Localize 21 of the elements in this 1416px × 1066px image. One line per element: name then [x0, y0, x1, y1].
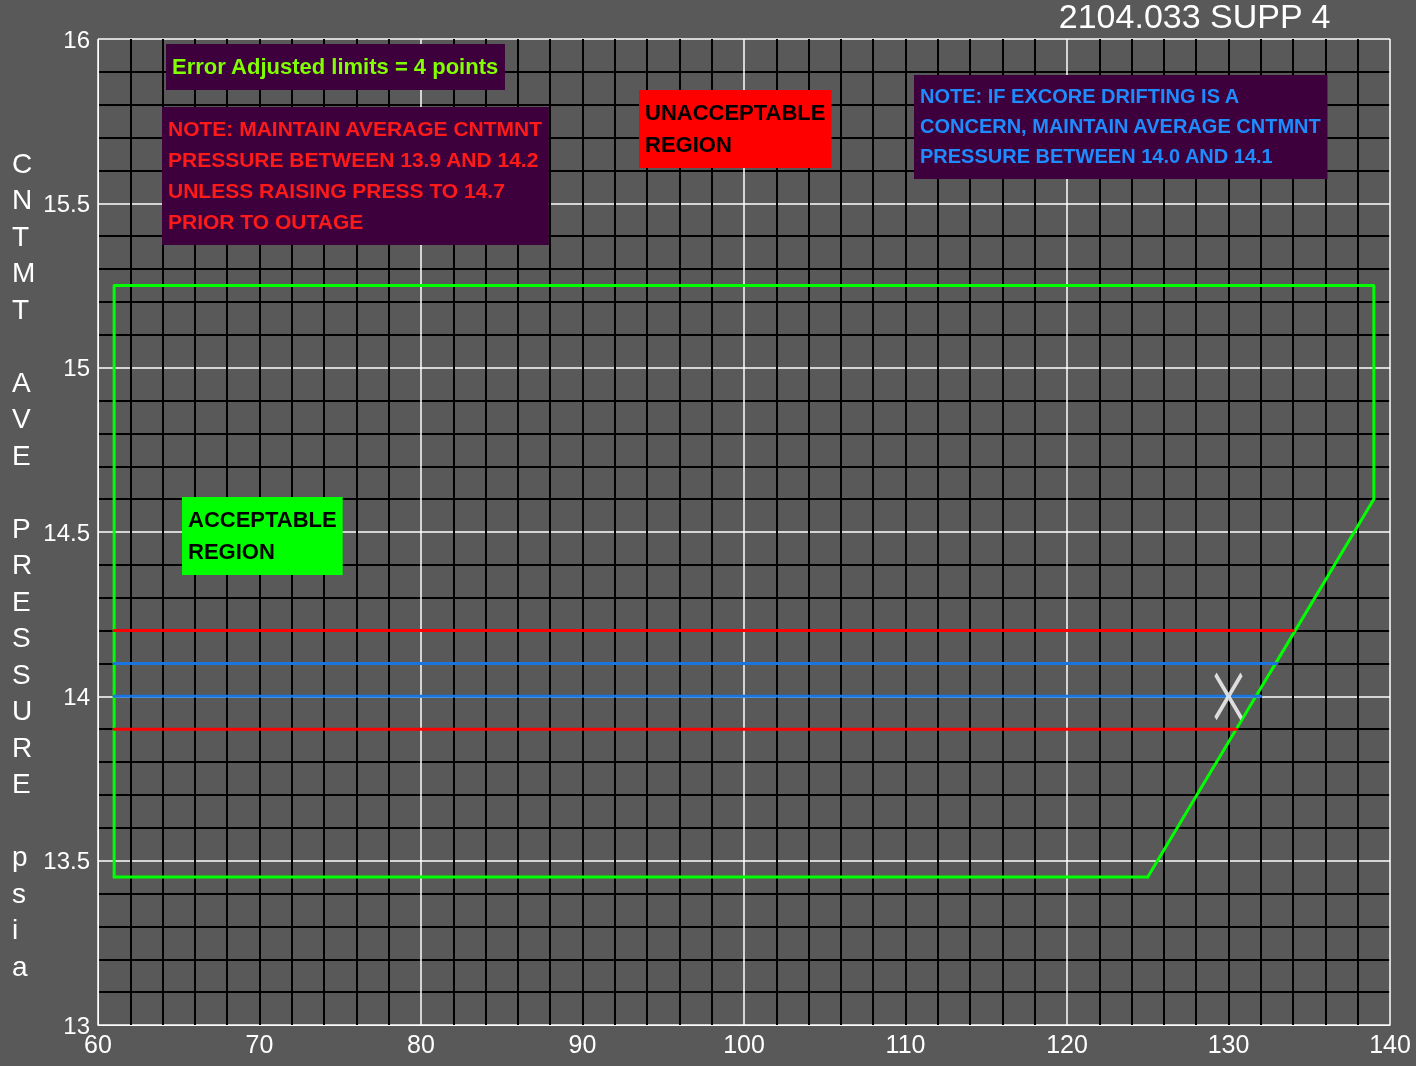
x-tick-label: 70 — [245, 1029, 274, 1058]
annotation: Error Adjusted limits = 4 points — [172, 53, 499, 79]
y-tick-label: 13.5 — [43, 847, 90, 875]
x-tick-label: 100 — [723, 1029, 765, 1058]
x-tick-label: 80 — [407, 1029, 435, 1058]
y-tick-label: 14.5 — [43, 518, 90, 546]
y-tick-label: 15.5 — [43, 189, 90, 217]
y-tick-label: 15 — [63, 354, 90, 382]
chart-title: 2104.033 SUPP 4 — [1058, 0, 1331, 35]
x-tick-label: 130 — [1207, 1029, 1250, 1058]
annotation: UNACCEPTABLE REGION — [645, 99, 826, 157]
annotation: NOTE: IF EXCORE DRIFTING IS A CONCERN, MAINTAIN AVERAGE CNTMNT PRESSURE BETWEEN 14.0 AND 14.1 — [920, 85, 1321, 167]
x-tick-label: 90 — [568, 1029, 597, 1058]
x-tick-label: 110 — [885, 1029, 926, 1058]
annotation: ACCEPTABLE REGION — [188, 506, 337, 564]
x-tick-label: 120 — [1046, 1029, 1088, 1058]
y-tick-label: 14 — [63, 682, 90, 710]
x-tick-label: 140 — [1369, 1029, 1411, 1058]
y-tick-label: 16 — [63, 25, 90, 53]
text: CNTMT AVE PRESSURE psia — [12, 147, 36, 982]
annotation: NOTE: MAINTAIN AVERAGE CNTMNT PRESSURE BETWEEN 13.9 AND 14.2 UNLESS RAISING PRESS TO 14.7 PRIOR TO OUTAGE — [168, 117, 543, 233]
